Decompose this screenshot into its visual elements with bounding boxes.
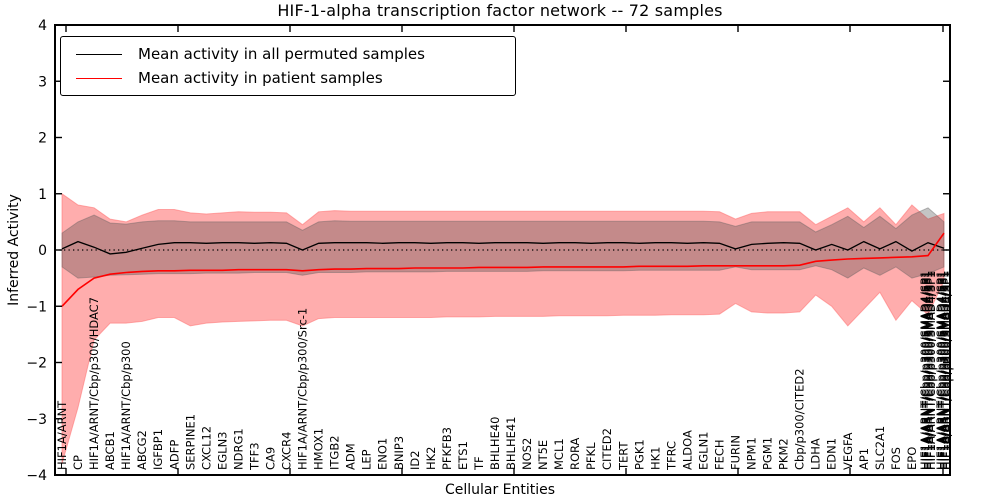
x-tick-label: PGK1: [632, 439, 646, 470]
x-tick-label: SERPINE1: [183, 414, 197, 470]
x-tick-label-overlap-cluster: HIF1A/ARNT/Cbp/p300/SMAD4/SP1: [923, 271, 937, 470]
y-axis-label: Inferred Activity: [6, 194, 22, 306]
x-tick-label: HK1: [648, 446, 662, 470]
x-tick-label: TFRC: [664, 441, 678, 471]
y-tick-label: 0: [38, 243, 47, 259]
legend-label-permuted: Mean activity in all permuted samples: [138, 45, 425, 63]
x-tick-label: Cbp/p300/CITED2: [793, 368, 807, 470]
x-tick-label: PFKL: [584, 442, 598, 470]
x-tick-label-overlap-cluster: HIF1A/ARNT/Cbp/p300/SMAD4/SP1: [935, 271, 949, 470]
x-tick-label: BHLHE40: [488, 417, 502, 471]
x-tick-label-overlap-cluster: HIF1A/ARNT/Cbp/p300/SMAD4/SP1: [919, 271, 933, 470]
x-tick-label-overlap-cluster: HIF1A/ARNT/Cbp/p300/SMAD4/SP1: [934, 271, 948, 470]
x-tick-label: MCL1: [552, 438, 566, 470]
patient-mean-line: [61, 232, 945, 307]
y-tick-label: 1: [38, 187, 47, 203]
x-tick-label: NT5E: [536, 440, 550, 470]
x-tick-label: TFF3: [247, 442, 261, 471]
permuted-mean-line: [61, 240, 945, 255]
x-tick-label: ENO1: [376, 438, 390, 470]
x-tick-label: VEGFA: [841, 432, 855, 470]
x-axis-label: Cellular Entities: [444, 482, 556, 498]
legend-label-patient: Mean activity in patient samples: [138, 69, 383, 87]
x-tick-label: CITED2: [600, 428, 614, 470]
x-tick-label: ALDOA: [680, 430, 694, 470]
x-tick-label: ADFP: [167, 440, 181, 470]
x-tick-label: ID2: [408, 450, 422, 470]
x-tick-label: FURIN: [729, 435, 743, 470]
x-tick-label: BNIP3: [392, 436, 406, 470]
y-tick-label: −2: [26, 356, 47, 372]
y-tick-label: −4: [26, 468, 47, 484]
x-tick-label: TF: [472, 456, 486, 471]
x-tick-label: PKM2: [777, 438, 791, 470]
x-tick-label: NDRG1: [231, 428, 245, 470]
legend-line-permuted-icon: [76, 53, 122, 55]
x-tick-label: NOS2: [520, 438, 534, 470]
x-tick-label: CXCR4: [280, 432, 294, 470]
x-tick-label: ABCB1: [103, 431, 117, 470]
x-tick-label: CA9: [263, 447, 277, 470]
legend-entry-patient: Mean activity in patient samples: [61, 69, 515, 87]
x-tick-label: FECH: [712, 439, 726, 470]
x-tick-label: HIF1A/ARNT/Cbp/p300/HDAC7: [87, 297, 101, 470]
x-tick-label: PFKFB3: [440, 427, 454, 470]
x-tick-label: HK2: [424, 446, 438, 470]
chart-title: HIF-1-alpha transcription factor network…: [277, 1, 723, 20]
x-tick-label: ADM: [344, 443, 358, 470]
x-tick-label-overlap-cluster: HIF1A/ARNT/Cbp/p300/SMAD4/SP1: [918, 271, 932, 470]
x-tick-label: PGM1: [761, 437, 775, 470]
x-tick-label: RORA: [568, 437, 582, 470]
x-tick-label-overlap-cluster: HIF1A/ARNT/Cbp/p300/SMAD4/SP1: [924, 271, 938, 470]
x-tick-label: ETS1: [456, 441, 470, 470]
x-tick-label: EGLN1: [696, 431, 710, 470]
y-tick-label: −1: [26, 299, 47, 315]
x-tick-label: LDHA: [809, 438, 823, 470]
x-tick-label: TERT: [616, 441, 630, 471]
patient-band: [61, 192, 945, 464]
y-tick-label: −3: [26, 412, 47, 428]
x-tick-label: HIF1A/ARNT/Cbp/p300: [119, 341, 133, 470]
x-tick-label: HIF1A/ARNT/Cbp/p300/Src-1: [296, 308, 310, 470]
x-tick-label: EGLN3: [215, 431, 229, 470]
legend: Mean activity in all permuted samples Me…: [60, 36, 516, 96]
x-tick-label: SLC2A1: [873, 426, 887, 470]
x-tick-label: BHLHE41: [504, 417, 518, 471]
x-tick-label: EPO: [905, 447, 919, 470]
x-tick-label: CXCL12: [199, 426, 213, 470]
x-tick-label-overlap-cluster: HIF1A/ARNT/Cbp/p300/SMAD4/SP1: [940, 271, 954, 470]
x-tick-label: FOS: [889, 447, 903, 470]
x-tick-label: LEP: [360, 449, 374, 470]
x-tick-label: EDN1: [825, 438, 839, 470]
y-tick-label: 3: [38, 74, 47, 90]
y-tick-label: 4: [38, 18, 47, 34]
x-tick-label: AP1: [857, 448, 871, 470]
x-tick-label: NPM1: [745, 437, 759, 470]
x-tick-label: CP: [71, 455, 85, 470]
legend-line-patient-icon: [76, 77, 122, 79]
legend-entry-permuted: Mean activity in all permuted samples: [61, 45, 515, 63]
x-tick-label-overlap-cluster: HIF1A/ARNT/Cbp/p300/SMAD4/SP1: [937, 271, 951, 470]
x-tick-label: HMOX1: [312, 428, 326, 470]
x-tick-label-overlap-cluster: HIF1A/ARNT/Cbp/p300/SMAD4/SP1: [921, 271, 935, 470]
y-tick-label: 2: [38, 131, 47, 147]
x-tick-label: ITGB2: [328, 435, 342, 470]
x-tick-label: HIF1A/ARNT: [55, 400, 69, 470]
x-tick-label: IGFBP1: [151, 429, 165, 470]
x-tick-label: ABCG2: [135, 430, 149, 470]
